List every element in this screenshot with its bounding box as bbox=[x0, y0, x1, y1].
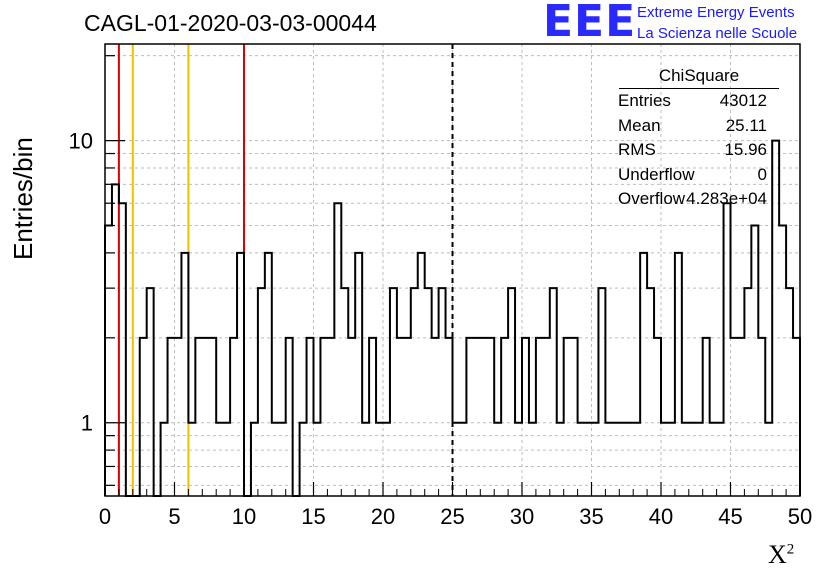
reference-lines bbox=[117, 44, 454, 496]
stats-value: 15.96 bbox=[724, 140, 767, 159]
x-axis-superscript: 2 bbox=[786, 541, 795, 558]
stats-label: Overflow bbox=[618, 189, 686, 208]
stats-label: RMS bbox=[618, 140, 656, 159]
x-tick-label: 30 bbox=[510, 504, 534, 529]
chart-title: CAGL-01-2020-03-03-00044 bbox=[84, 10, 377, 36]
x-tick-label: 10 bbox=[232, 504, 256, 529]
stats-value: 43012 bbox=[719, 91, 767, 110]
eee-logo: EEE bbox=[543, 0, 637, 47]
stats-value: 25.11 bbox=[725, 115, 767, 135]
grid-lines bbox=[105, 44, 800, 496]
x-tick-label: 25 bbox=[440, 504, 464, 529]
stats-label: Underflow bbox=[618, 164, 695, 184]
histogram-series bbox=[104, 139, 801, 497]
x-tick-label: 45 bbox=[718, 504, 742, 529]
logo-line-1: Extreme Energy Events bbox=[637, 4, 795, 21]
x-tick-label: 50 bbox=[788, 504, 812, 529]
stats-label: Mean bbox=[618, 115, 661, 135]
x-tick-label: 40 bbox=[649, 504, 673, 529]
stats-row-underflow: Underflow 0 bbox=[611, 163, 779, 188]
axis-ticks bbox=[104, 55, 801, 496]
logo-line-2: La Scienza nelle Scuole bbox=[637, 25, 798, 42]
stats-label: Entries bbox=[618, 91, 671, 110]
y-tick-label: 1 bbox=[81, 411, 93, 436]
x-tick-label: 0 bbox=[99, 504, 111, 529]
stats-box: ChiSquare Entries 43012 Mean 25.11 RMS 1… bbox=[611, 66, 779, 212]
stats-row-entries: Entries 43012 bbox=[611, 89, 779, 114]
y-axis-label: Entries/bin bbox=[8, 137, 38, 260]
x-axis-label: X2 bbox=[768, 540, 794, 570]
y-tick-label: 10 bbox=[69, 129, 93, 154]
stats-row-overflow: Overflow 4.283e+04 bbox=[611, 187, 779, 212]
x-tick-label: 5 bbox=[168, 504, 180, 529]
stats-row-rms: RMS 15.96 bbox=[611, 138, 779, 163]
stats-title: ChiSquare bbox=[619, 66, 779, 89]
stats-row-mean: Mean 25.11 bbox=[611, 114, 779, 139]
stats-value: 0 bbox=[757, 164, 767, 184]
tick-labels: 0 5 10 15 20 25 30 35 40 45 50 1 10 bbox=[69, 129, 813, 529]
x-tick-label: 35 bbox=[579, 504, 603, 529]
x-axis-symbol: X bbox=[768, 540, 787, 569]
x-tick-label: 15 bbox=[301, 504, 325, 529]
x-tick-label: 20 bbox=[371, 504, 395, 529]
stats-value: 4.283e+04 bbox=[686, 189, 767, 208]
